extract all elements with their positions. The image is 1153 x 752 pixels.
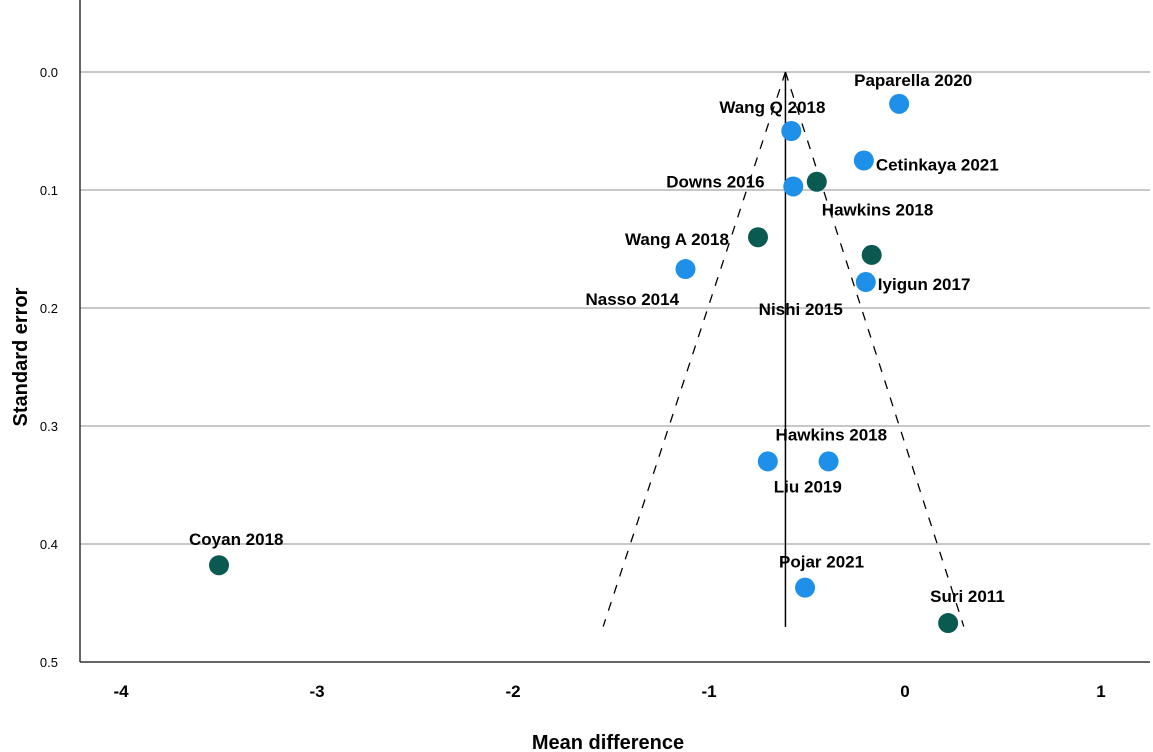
point-label: Paparella 2020 <box>854 71 972 90</box>
data-point <box>675 259 696 280</box>
x-tick-label: 1 <box>1096 682 1105 701</box>
funnel-left-line <box>602 71 787 627</box>
data-point <box>889 93 910 114</box>
x-tick-label: -3 <box>309 682 324 701</box>
point-label: Hawkins 2018 <box>776 425 888 444</box>
x-tick-label: -1 <box>701 682 716 701</box>
data-point <box>748 227 768 248</box>
y-tick-label: 0.5 <box>40 655 58 670</box>
axes <box>79 0 1150 663</box>
point-label: Nasso 2014 <box>585 290 679 309</box>
funnel-right-line <box>784 71 965 627</box>
data-point <box>783 176 804 197</box>
y-tick-label: 0.0 <box>40 65 58 80</box>
point-label: Liu 2019 <box>774 477 842 496</box>
data-point <box>781 121 802 141</box>
point-label: Cetinkaya 2021 <box>876 156 999 175</box>
point-label: Downs 2016 <box>666 172 764 191</box>
point-label: Suri 2011 <box>930 587 1005 606</box>
data-point <box>938 613 959 634</box>
point-label: Nishi 2015 <box>759 300 843 319</box>
data-point <box>806 171 827 192</box>
y-tick-label: 0.2 <box>40 301 58 316</box>
point-label: Pojar 2021 <box>779 553 864 572</box>
y-tick-label: 0.1 <box>40 183 58 198</box>
data-point <box>853 150 874 171</box>
point-labels: Paparella 2020 Wang Q 2018 Cetinkaya 2021 D… <box>189 71 1005 606</box>
point-label: Hawkins 2018 <box>822 201 934 220</box>
y-axis-title: Standard error <box>10 287 32 426</box>
funnel-lines <box>602 71 965 627</box>
y-tick-label: 0.4 <box>40 537 58 552</box>
data-point <box>855 272 876 293</box>
x-tick-label: 0 <box>900 682 909 701</box>
x-axis-title: Mean difference <box>532 732 684 752</box>
point-label: Wang Q 2018 <box>719 98 825 117</box>
data-points <box>209 93 959 634</box>
data-point <box>757 451 778 472</box>
data-point <box>818 451 839 472</box>
point-label: Wang A 2018 <box>625 230 729 249</box>
gridlines <box>80 71 1150 545</box>
x-tick-label: -4 <box>113 682 129 701</box>
tick-labels: 0.0 0.1 0.2 0.3 0.4 0.5 -4 -3 -2 -1 0 1 <box>40 65 1106 701</box>
point-label: Iyigun 2017 <box>878 275 971 294</box>
data-point <box>795 577 816 598</box>
data-point <box>209 555 229 576</box>
data-point <box>861 244 882 265</box>
x-tick-label: -2 <box>505 682 520 701</box>
point-label: Coyan 2018 <box>189 530 284 549</box>
y-tick-label: 0.3 <box>40 419 58 434</box>
